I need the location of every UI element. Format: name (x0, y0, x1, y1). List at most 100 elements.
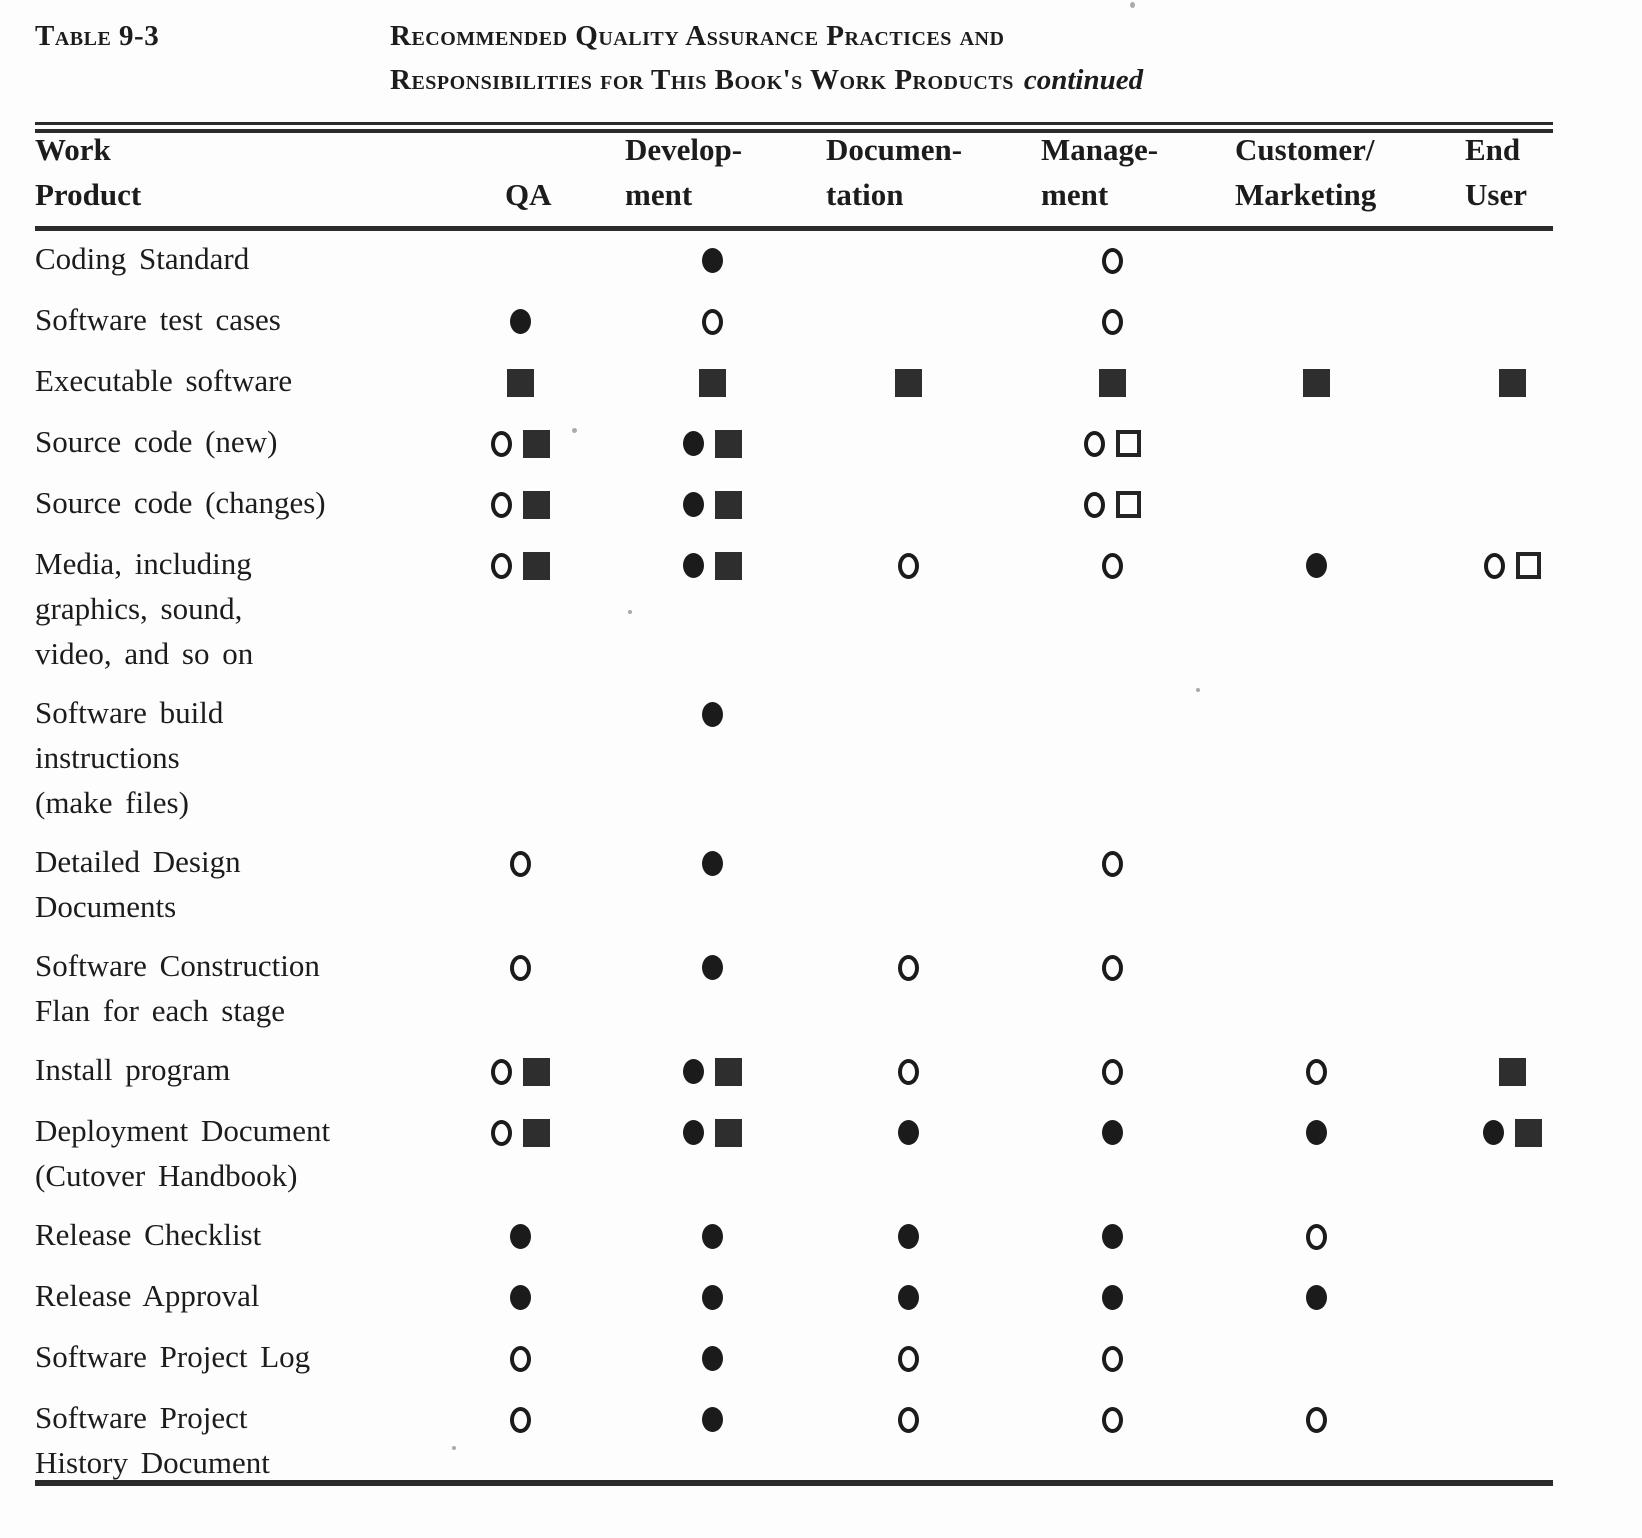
work-product-label: Install program (35, 1052, 231, 1087)
table-title-line2: Responsibilities for This Book's Work Pr… (390, 64, 1144, 96)
open-circle-symbol (1101, 1406, 1123, 1433)
filled-square-symbol (522, 429, 550, 458)
cell-management (1008, 1110, 1216, 1155)
table-row: Deployment Document (Cutover Handbook) (35, 1108, 1607, 1198)
cell-documentation (809, 299, 1008, 344)
table-row: Release Approval (35, 1273, 1607, 1320)
cell-development (616, 1275, 809, 1320)
scan-speck (452, 1446, 456, 1450)
cell-development (616, 1397, 809, 1442)
filled-circle-symbol (683, 431, 704, 456)
table-row: Source code (new) (35, 419, 1607, 466)
work-product-label: Software Project History Document (35, 1400, 270, 1480)
filled-circle-symbol (702, 248, 723, 273)
table-row: Coding Standard (35, 236, 1607, 283)
cell-qa (424, 692, 616, 737)
cell-qa (424, 1397, 616, 1442)
cell-customer-marketing (1216, 692, 1417, 737)
filled-square-symbol (895, 368, 922, 397)
work-product-label: Software build instructions (make files) (35, 695, 224, 820)
cell-management (1008, 1397, 1216, 1442)
filled-circle-symbol (702, 1285, 723, 1310)
cell-customer-marketing (1216, 1397, 1417, 1442)
cell-end-user (1417, 1214, 1607, 1259)
cell-customer-marketing (1216, 1214, 1417, 1259)
cell-qa (424, 945, 616, 990)
cell-management (1008, 692, 1216, 737)
cell-documentation (809, 543, 1008, 588)
cell-customer-marketing (1216, 543, 1417, 588)
open-circle-symbol (1083, 491, 1105, 518)
cell-end-user (1417, 692, 1607, 737)
filled-circle-symbol (1482, 1120, 1504, 1145)
open-circle-symbol (490, 430, 512, 457)
work-product-label: Executable software (35, 363, 293, 398)
open-circle-symbol (1101, 850, 1123, 877)
work-product-label: Source code (new) (35, 424, 278, 459)
cell-documentation (809, 421, 1008, 466)
open-circle-symbol (898, 1406, 919, 1433)
open-circle-symbol (898, 954, 919, 981)
cell-development (616, 543, 809, 588)
bottom-rule (35, 1480, 1553, 1486)
cell-end-user (1417, 1275, 1607, 1320)
cell-development (616, 841, 809, 886)
work-product-label: Release Checklist (35, 1217, 262, 1252)
cell-management (1008, 421, 1216, 466)
filled-circle-symbol (702, 1224, 723, 1249)
cell-management (1008, 841, 1216, 886)
cell-end-user (1417, 482, 1607, 527)
table-row: Software test cases (35, 297, 1607, 344)
cell-end-user (1417, 1336, 1607, 1381)
continued-label: continued (1023, 64, 1144, 96)
cell-end-user (1417, 841, 1607, 886)
work-product-label: Detailed Design Documents (35, 844, 241, 924)
cell-management (1008, 543, 1216, 588)
cell-management (1008, 1214, 1216, 1259)
filled-square-symbol (1498, 1057, 1526, 1086)
work-product-label: Release Approval (35, 1278, 260, 1313)
filled-circle-symbol (509, 1285, 531, 1310)
filled-circle-symbol (1101, 1285, 1123, 1310)
cell-documentation (809, 1110, 1008, 1155)
cell-management (1008, 360, 1216, 405)
cell-management (1008, 1336, 1216, 1381)
filled-circle-symbol (702, 702, 723, 727)
open-circle-symbol (1483, 552, 1505, 579)
open-circle-symbol (490, 1119, 512, 1146)
cell-end-user (1417, 1049, 1607, 1094)
cell-qa (424, 1336, 616, 1381)
work-product-label: Source code (changes) (35, 485, 326, 520)
cell-qa (424, 360, 616, 405)
filled-circle-symbol (683, 492, 704, 517)
filled-square-symbol (522, 490, 550, 519)
cell-customer-marketing (1216, 360, 1417, 405)
cell-development (616, 482, 809, 527)
open-circle-symbol (509, 954, 531, 981)
cell-qa (424, 299, 616, 344)
header-end-user: End User (1465, 132, 1527, 212)
filled-circle-symbol (898, 1224, 919, 1249)
work-product-label: Media, including graphics, sound, video,… (35, 546, 254, 671)
filled-square-symbol (522, 551, 550, 580)
cell-development (616, 1110, 809, 1155)
open-circle-symbol (509, 850, 531, 877)
cell-documentation (809, 482, 1008, 527)
open-square-symbol (1515, 552, 1541, 579)
cell-qa (424, 1275, 616, 1320)
top-double-rule-upper (35, 122, 1553, 125)
table-body: Coding Standard Software test cases Exec… (35, 236, 1607, 1499)
scan-speck (1130, 2, 1135, 8)
cell-documentation (809, 841, 1008, 886)
table-row: Release Checklist (35, 1212, 1607, 1259)
filled-circle-symbol (898, 1285, 919, 1310)
work-product-label: Software Construction Flan for each stag… (35, 948, 320, 1028)
table-row: Source code (changes) (35, 480, 1607, 527)
filled-square-symbol (1303, 368, 1330, 397)
work-product-label: Software Project Log (35, 1339, 311, 1374)
open-circle-symbol (702, 308, 723, 335)
header-rule (35, 226, 1553, 231)
cell-management (1008, 238, 1216, 283)
cell-customer-marketing (1216, 841, 1417, 886)
open-square-symbol (1115, 430, 1141, 457)
